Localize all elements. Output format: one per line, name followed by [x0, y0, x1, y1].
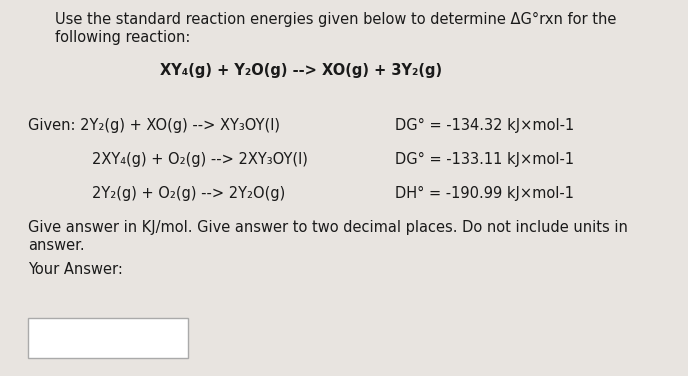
- Text: Your Answer:: Your Answer:: [28, 262, 123, 277]
- Text: DG° = -134.32 kJ×mol-1: DG° = -134.32 kJ×mol-1: [395, 118, 574, 133]
- Text: XY₄(g) + Y₂O(g) --> XO(g) + 3Y₂(g): XY₄(g) + Y₂O(g) --> XO(g) + 3Y₂(g): [160, 63, 442, 78]
- Text: Use the standard reaction energies given below to determine ΔG°rxn for the: Use the standard reaction energies given…: [55, 12, 616, 27]
- Text: answer.: answer.: [28, 238, 85, 253]
- Text: 2XY₄(g) + O₂(g) --> 2XY₃OY(l): 2XY₄(g) + O₂(g) --> 2XY₃OY(l): [92, 152, 308, 167]
- Text: DG° = -133.11 kJ×mol-1: DG° = -133.11 kJ×mol-1: [395, 152, 574, 167]
- Text: Given: 2Y₂(g) + XO(g) --> XY₃OY(l): Given: 2Y₂(g) + XO(g) --> XY₃OY(l): [28, 118, 280, 133]
- FancyBboxPatch shape: [28, 318, 188, 358]
- Text: 2Y₂(g) + O₂(g) --> 2Y₂O(g): 2Y₂(g) + O₂(g) --> 2Y₂O(g): [92, 186, 286, 201]
- Text: following reaction:: following reaction:: [55, 30, 191, 45]
- Text: Give answer in KJ/mol. Give answer to two decimal places. Do not include units i: Give answer in KJ/mol. Give answer to tw…: [28, 220, 628, 235]
- Text: DH° = -190.99 kJ×mol-1: DH° = -190.99 kJ×mol-1: [395, 186, 574, 201]
